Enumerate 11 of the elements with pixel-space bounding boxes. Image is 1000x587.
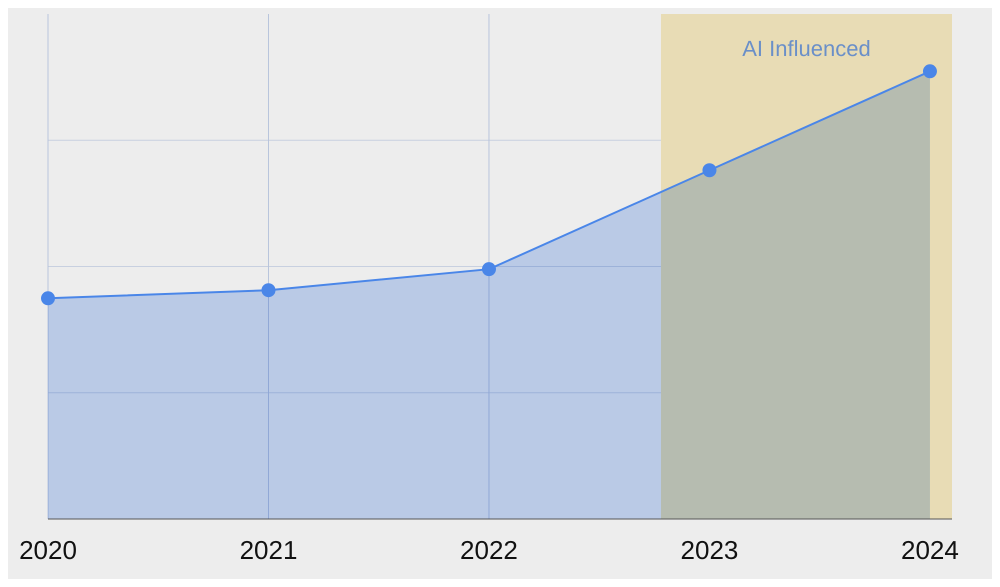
x-tick-label: 2024 <box>901 535 959 565</box>
point <box>702 163 716 178</box>
point <box>482 262 496 276</box>
x-tick-label: 2023 <box>680 535 738 565</box>
x-tick-label: 2020 <box>19 535 77 565</box>
point <box>261 283 276 298</box>
point <box>922 64 937 78</box>
point <box>41 291 55 306</box>
x-tick-label: 2021 <box>240 535 298 565</box>
band-label: AI Influenced <box>742 36 871 61</box>
x-tick-label: 2022 <box>460 535 518 565</box>
